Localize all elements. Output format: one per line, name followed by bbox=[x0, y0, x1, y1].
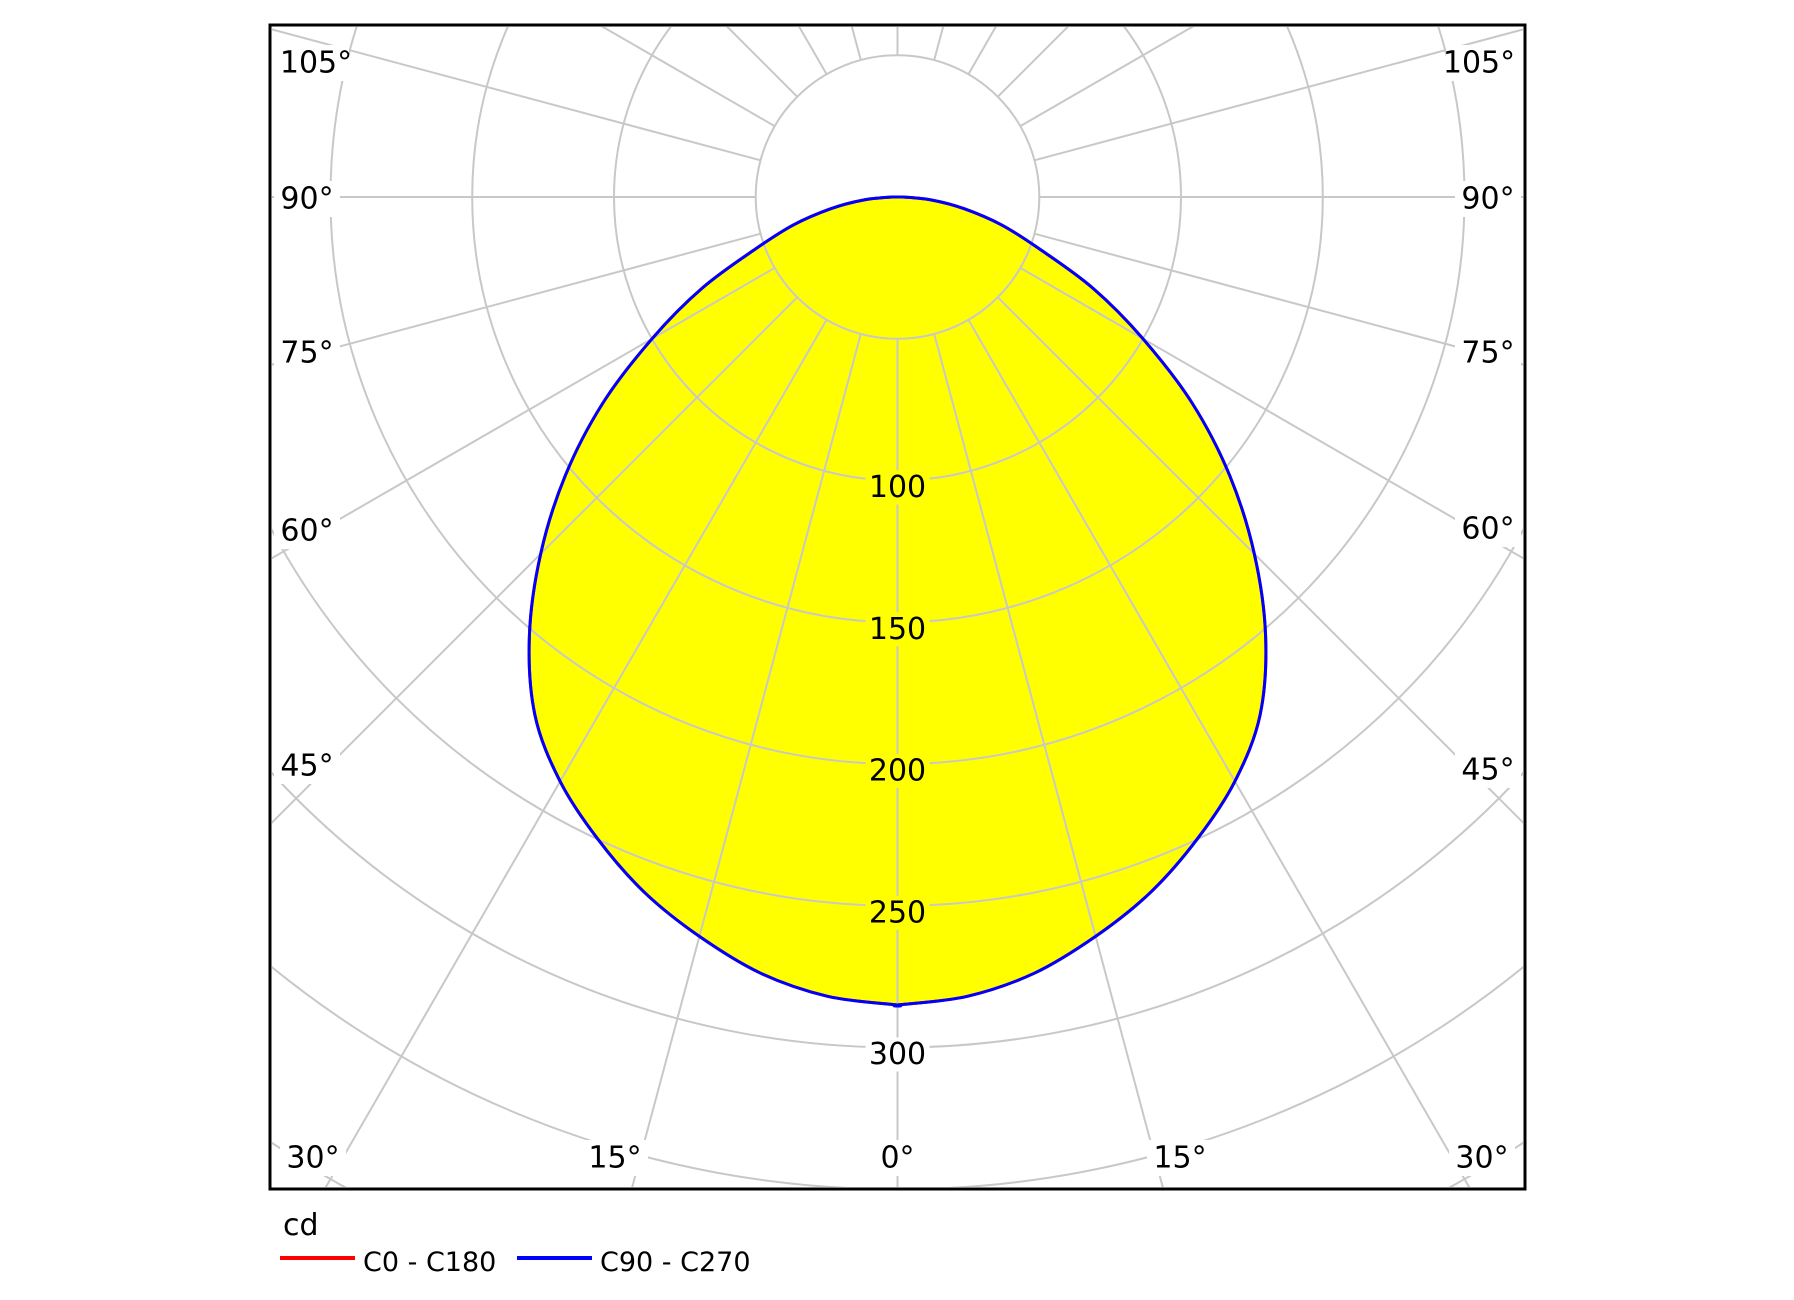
angle-tick-right-105°: 105° bbox=[1443, 46, 1515, 81]
angle-tick-bottom-15°: 15° bbox=[588, 1141, 641, 1176]
label-gap-100 bbox=[865, 470, 930, 505]
legend-line-c0-c180 bbox=[280, 1256, 355, 1260]
legend-line-c90-c270 bbox=[517, 1256, 592, 1260]
curve-C90-C270 bbox=[527, 195, 1268, 1008]
angle-tick-right-75°: 75° bbox=[1461, 336, 1514, 371]
angle-tick-left-105°: 105° bbox=[280, 46, 352, 81]
label-gap-bottom-30° bbox=[1449, 1140, 1515, 1176]
label-gap-bottom-0° bbox=[864, 1140, 931, 1176]
label-gap-right-45° bbox=[1455, 752, 1521, 788]
legend-label-c90-c270: C90 - C270 bbox=[600, 1247, 751, 1278]
label-gap-left-60° bbox=[274, 513, 340, 549]
angle-tick-bottom-30°: 30° bbox=[286, 1141, 339, 1176]
grid-radial-165 bbox=[933, 27, 945, 61]
angle-tick-left-90°: 90° bbox=[280, 182, 333, 217]
grid-radial-45 bbox=[996, 296, 1523, 824]
radial-tick-300: 300 bbox=[869, 1037, 926, 1072]
legend-unit-label: cd bbox=[283, 1208, 319, 1243]
grid-radial-30 bbox=[967, 319, 1471, 1187]
angle-tick-right-60°: 60° bbox=[1461, 512, 1514, 547]
grid-radial-285 bbox=[272, 232, 761, 366]
angle-tick-right-90°: 90° bbox=[1461, 182, 1514, 217]
grid-radial-135 bbox=[996, 27, 1069, 98]
label-gap-bottom-30° bbox=[280, 1140, 346, 1176]
grid-radial-345 bbox=[631, 333, 862, 1187]
label-gap-right-60° bbox=[1455, 511, 1521, 547]
label-gap-300 bbox=[865, 1037, 930, 1072]
angle-tick-left-45°: 45° bbox=[280, 749, 333, 784]
radial-tick-250: 250 bbox=[869, 895, 926, 930]
grid-radial-195 bbox=[850, 27, 862, 61]
grid-radial-105 bbox=[1034, 28, 1523, 162]
label-gap-right-75° bbox=[1455, 335, 1521, 371]
angle-tick-bottom-30°: 30° bbox=[1455, 1141, 1508, 1176]
grid-radial-75 bbox=[1034, 232, 1523, 366]
angle-tick-bottom-0°: 0° bbox=[880, 1141, 914, 1176]
grid-radial-315 bbox=[272, 296, 799, 824]
radial-tick-200: 200 bbox=[869, 754, 926, 789]
grid-radial-120 bbox=[1019, 27, 1194, 127]
legend-label-c0-c180: C0 - C180 bbox=[363, 1247, 497, 1278]
label-gap-150 bbox=[865, 612, 930, 647]
plot-frame bbox=[268, 23, 1527, 1191]
label-gap-200 bbox=[865, 754, 930, 788]
grid-radial-255 bbox=[272, 28, 761, 162]
label-gap-250 bbox=[865, 895, 930, 930]
label-gap-bottom-15° bbox=[1147, 1140, 1213, 1176]
grid-radial-240 bbox=[601, 27, 776, 127]
label-gap-left-75° bbox=[274, 335, 340, 371]
radial-tick-150: 150 bbox=[869, 612, 926, 647]
angle-tick-left-60°: 60° bbox=[280, 514, 333, 549]
label-gap-left-90° bbox=[274, 181, 340, 217]
label-gap-bottom-15° bbox=[582, 1140, 648, 1176]
radial-tick-100: 100 bbox=[869, 470, 926, 505]
grid-radial-225 bbox=[726, 27, 799, 98]
label-gap-left-45° bbox=[274, 748, 340, 784]
grid-radial-15 bbox=[933, 333, 1164, 1187]
angle-tick-right-45°: 45° bbox=[1461, 753, 1514, 788]
label-gap-left-105° bbox=[283, 45, 349, 81]
label-gap-right-90° bbox=[1455, 181, 1521, 217]
grid-radial-60 bbox=[1019, 267, 1523, 560]
grid-radial-330 bbox=[324, 319, 828, 1187]
angle-tick-bottom-15°: 15° bbox=[1153, 1141, 1206, 1176]
grid-radial-300 bbox=[272, 267, 776, 560]
label-gap-right-105° bbox=[1446, 45, 1512, 81]
angle-tick-left-75°: 75° bbox=[280, 336, 333, 371]
